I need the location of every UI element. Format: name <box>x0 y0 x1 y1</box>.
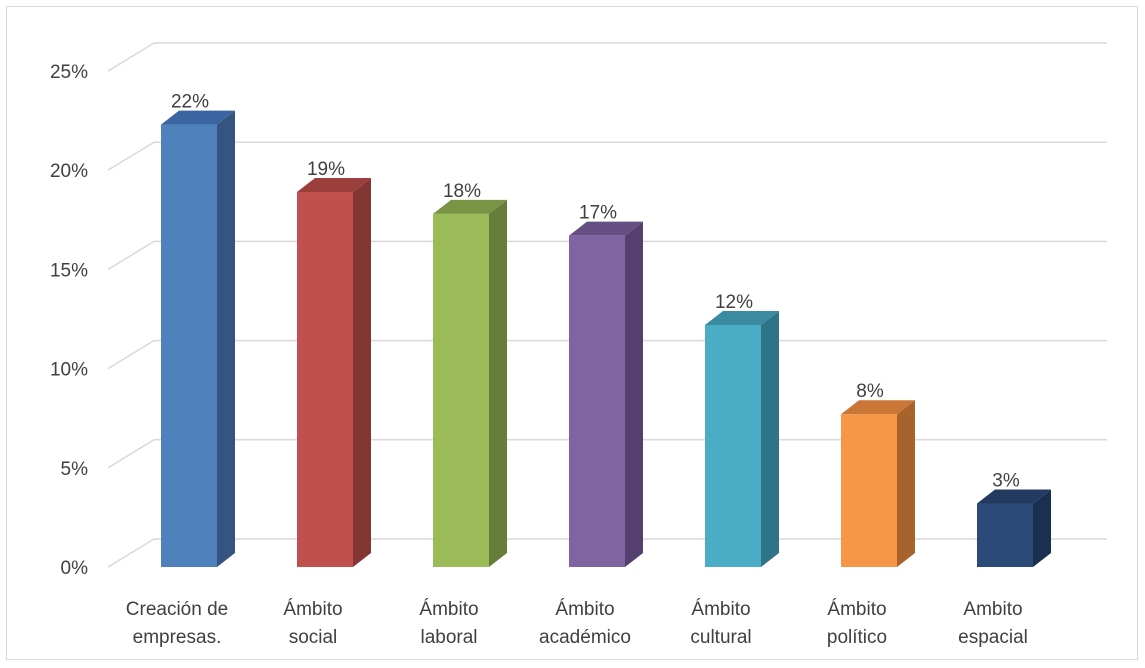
bar-top <box>297 178 371 193</box>
bar-top <box>433 199 507 214</box>
gridline <box>107 42 1107 72</box>
bar-front <box>841 414 897 567</box>
gridline <box>107 240 1107 271</box>
category-label: Creación de <box>126 599 228 620</box>
y-tick-label: 0% <box>61 558 89 579</box>
bar <box>977 489 1051 567</box>
bar-side <box>353 178 371 568</box>
bars <box>161 110 1051 568</box>
bar-top <box>977 489 1051 504</box>
data-label: 3% <box>992 471 1020 492</box>
gridline <box>107 339 1107 370</box>
gridline <box>107 538 1107 568</box>
gridline <box>107 141 1107 171</box>
bar-side <box>1033 489 1051 567</box>
bar-side <box>761 310 779 567</box>
category-label: Ámbito <box>691 599 750 620</box>
data-label: 17% <box>579 203 617 224</box>
category-label: espacial <box>958 627 1028 648</box>
category-label: Ámbito <box>555 599 614 620</box>
bar <box>569 221 643 567</box>
category-label: social <box>289 627 338 648</box>
category-label: empresas. <box>133 627 222 648</box>
data-label: 22% <box>171 92 209 113</box>
bar-side <box>897 400 915 567</box>
data-label: 19% <box>307 159 345 180</box>
bar-side <box>489 199 507 567</box>
gridlines <box>107 42 1107 568</box>
bar <box>433 199 507 567</box>
bar-front <box>705 324 761 567</box>
bar <box>705 310 779 567</box>
category-label: laboral <box>420 627 477 648</box>
bar-top <box>161 110 235 125</box>
bar-side <box>625 221 643 567</box>
bar-top <box>705 310 779 325</box>
category-label: Ambito <box>963 599 1022 620</box>
category-label: Ámbito <box>283 599 342 620</box>
bar-top <box>569 221 643 236</box>
category-label: Ámbito <box>827 599 886 620</box>
data-label: 18% <box>443 181 481 202</box>
data-label: 12% <box>715 292 753 313</box>
gridline <box>107 439 1107 469</box>
bar-front <box>569 235 625 567</box>
y-tick-label: 25% <box>50 62 88 83</box>
y-tick-label: 15% <box>50 260 88 281</box>
y-tick-label: 20% <box>50 161 88 182</box>
y-tick-label: 5% <box>61 459 89 480</box>
data-labels: 22% 19% 18% 17% 12% 8% 3% <box>171 92 1020 492</box>
bar-front <box>433 213 489 567</box>
bar-top <box>841 400 915 415</box>
bar <box>161 110 235 568</box>
bar-front <box>161 124 217 568</box>
bar-front <box>297 192 353 568</box>
category-label: Ámbito <box>419 599 478 620</box>
y-axis-ticks: 0% 5% 10% 15% 20% 25% <box>50 62 88 579</box>
bar-side <box>217 110 235 568</box>
category-label: cultural <box>690 627 751 648</box>
data-label: 8% <box>856 381 884 402</box>
category-label: político <box>827 627 887 648</box>
bar-front <box>977 503 1033 567</box>
category-labels: Creación de empresas. Ámbito social Ámbito la… <box>126 599 1028 648</box>
bar <box>841 400 915 567</box>
bar <box>297 178 371 568</box>
category-label: académico <box>539 627 631 648</box>
y-tick-label: 10% <box>50 360 88 381</box>
